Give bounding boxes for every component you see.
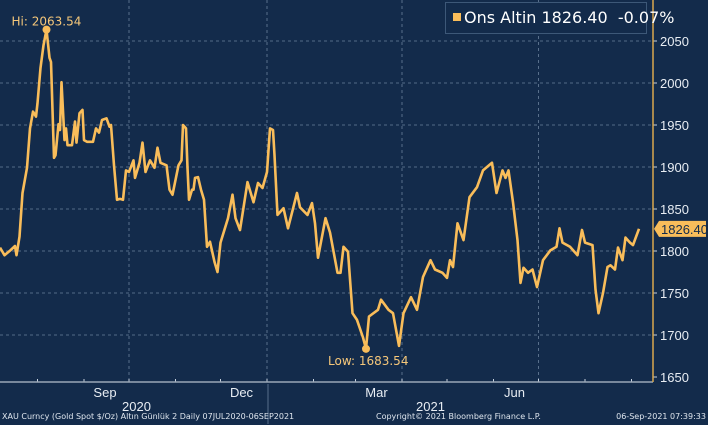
y-tick-label: 1900	[660, 160, 689, 175]
high-marker	[42, 25, 51, 34]
price-line	[0, 28, 641, 351]
y-tick-label: 2000	[660, 76, 689, 91]
y-tick-label: 1800	[660, 244, 689, 259]
x-year-label: 2020	[122, 399, 151, 414]
y-tick-label: 1850	[660, 202, 689, 217]
last-price-label: 1826.40	[661, 222, 708, 237]
y-tick-label: 1950	[660, 118, 689, 133]
legend-swatch	[453, 13, 461, 21]
x-year-label: 2021	[416, 399, 445, 414]
x-month-label: Sep	[93, 385, 116, 400]
high-label: Hi: 2063.54	[12, 15, 82, 29]
y-tick-label: 1700	[660, 328, 689, 343]
last-price-tag	[654, 220, 706, 237]
footer-copyright: Copyright© 2021 Bloomberg Finance L.P.	[376, 412, 541, 421]
legend-change: -0.07%	[617, 8, 675, 27]
x-month-label: Dec	[230, 385, 254, 400]
low-marker	[362, 344, 370, 353]
y-tick-label: 1750	[660, 286, 689, 301]
footer-security: XAU Curncy (Gold Spot $/Oz) Altın Günlük…	[2, 412, 295, 421]
x-month-label: Mar	[365, 385, 388, 400]
footer-timestamp: 06-Sep-2021 07:39:33	[616, 412, 706, 421]
y-tick-label: 2050	[660, 34, 689, 49]
x-month-label: Jun	[504, 385, 525, 400]
legend: Ons Altin 1826.40 -0.07%	[445, 2, 674, 34]
legend-name: Ons Altin	[464, 8, 537, 27]
y-tick-label: 1650	[660, 370, 689, 385]
low-label: Low: 1683.54	[328, 354, 408, 368]
legend-last: 1826.40	[541, 8, 608, 27]
